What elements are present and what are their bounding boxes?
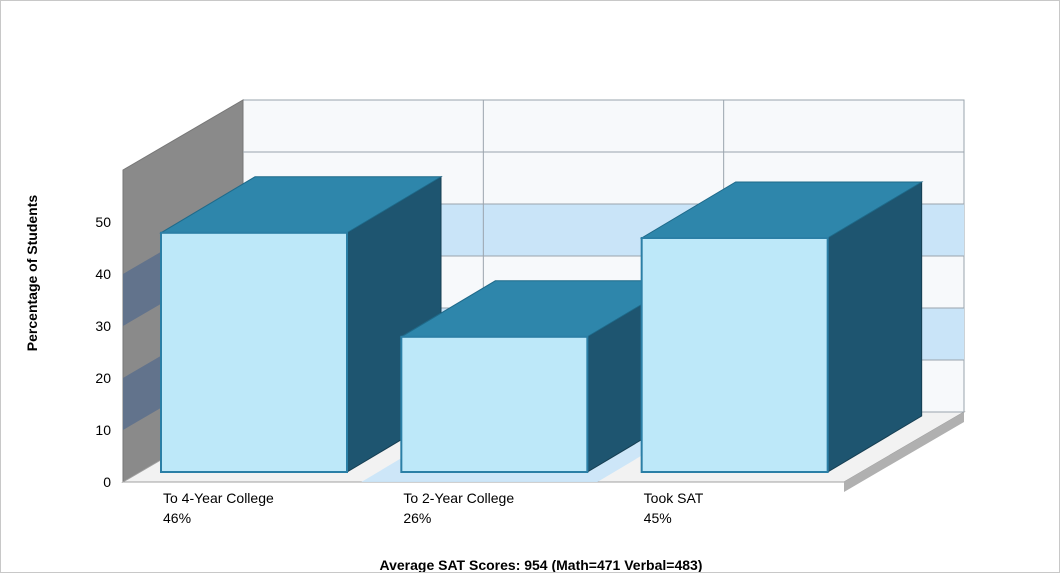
y-axis-label: Percentage of Students: [24, 195, 40, 352]
y-tick-label: 20: [95, 370, 111, 386]
y-tick-label: 40: [95, 266, 111, 282]
category-label: To 2-Year College: [403, 490, 514, 506]
x-axis-label: Average SAT Scores: 954 (Math=471 Verbal…: [380, 557, 703, 573]
y-tick-label: 0: [103, 474, 111, 490]
category-label: Took SAT: [644, 490, 704, 506]
category-label: To 4-Year College: [163, 490, 274, 506]
bar: [639, 181, 924, 473]
bar-front: [640, 237, 829, 473]
x-axis-categories: To 4-Year College 46% To 2-Year College 26%…: [163, 490, 704, 526]
y-tick-label: 30: [95, 318, 111, 334]
bar: [159, 175, 443, 473]
data-label: 45%: [644, 510, 672, 526]
data-label: 26%: [403, 510, 431, 526]
bar-front: [160, 231, 348, 473]
data-label: 46%: [163, 510, 191, 526]
floor-edge: [844, 412, 964, 492]
y-axis-ticks: 0 10 20 30 40 50: [95, 214, 111, 490]
y-tick-label: 10: [95, 422, 111, 438]
y-tick-label: 50: [95, 214, 111, 230]
chart-bars: [159, 175, 924, 482]
bar-front: [400, 335, 589, 473]
